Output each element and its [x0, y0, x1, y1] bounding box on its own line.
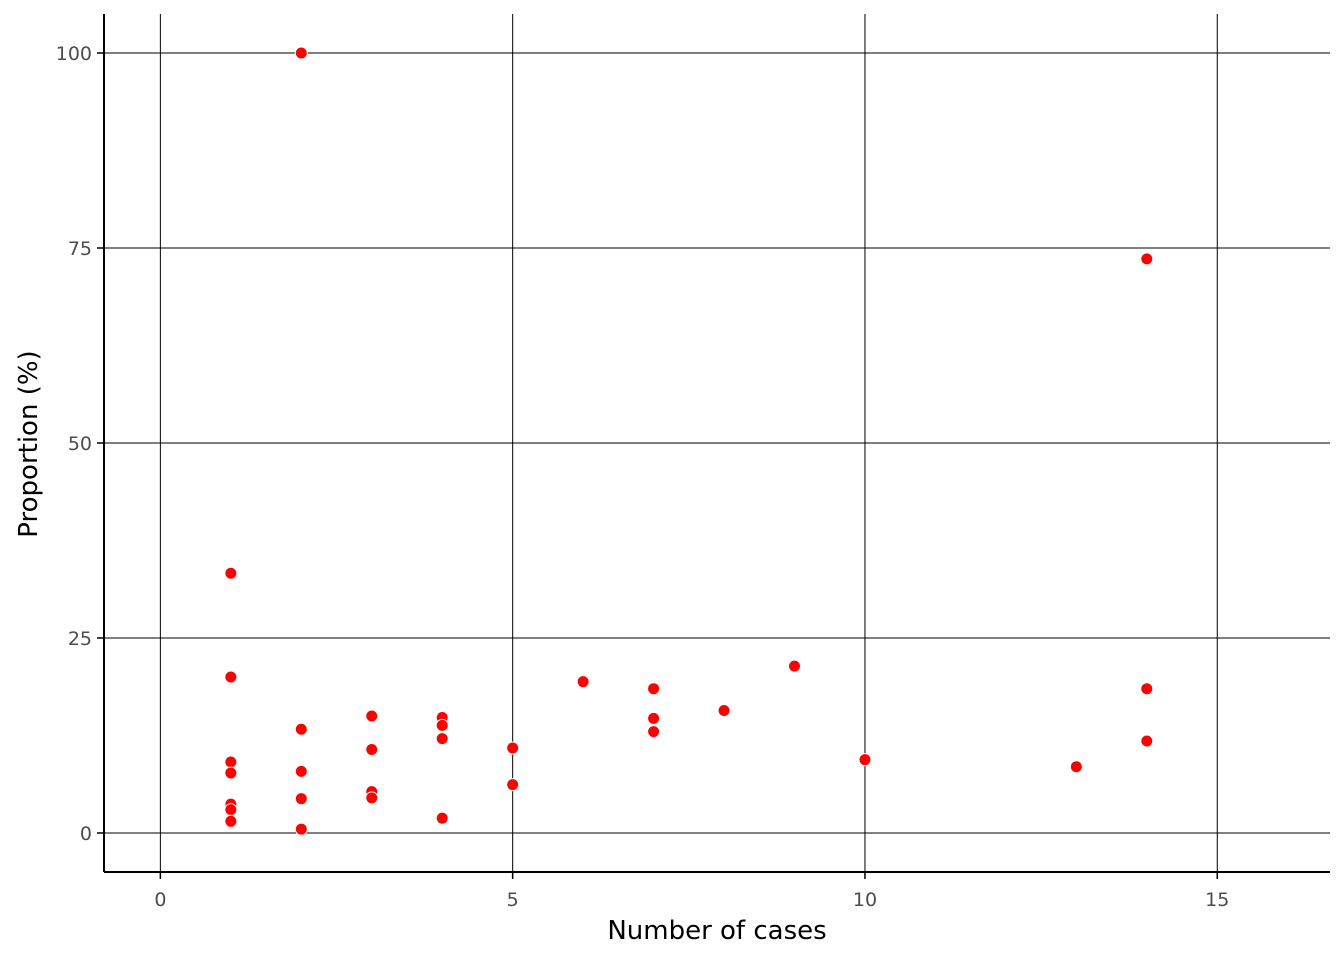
tick-marks	[97, 52, 1219, 879]
data-point	[647, 725, 661, 739]
y-tick-label: 100	[56, 43, 92, 65]
x-axis-title: Number of cases	[607, 916, 826, 946]
data-point	[1140, 682, 1154, 696]
x-tick-labels: 0 5 10 15	[154, 889, 1229, 911]
data-point	[647, 682, 661, 696]
y-tick-label: 0	[80, 823, 92, 845]
data-point	[435, 732, 449, 746]
data-point	[1069, 760, 1083, 774]
data-point	[294, 764, 308, 778]
data-point	[435, 811, 449, 825]
data-point	[294, 46, 308, 60]
x-tick-label: 0	[154, 889, 166, 911]
data-point	[224, 755, 238, 769]
data-point	[294, 722, 308, 736]
data-point	[365, 791, 379, 805]
data-point	[365, 743, 379, 757]
data-point	[506, 741, 520, 755]
data-point	[576, 675, 590, 689]
data-point	[1140, 252, 1154, 266]
y-tick-labels: 0 25 50 75 100	[56, 43, 92, 845]
data-point	[224, 670, 238, 684]
x-tick-label: 5	[507, 889, 519, 911]
data-point	[717, 704, 731, 718]
y-tick-label: 75	[68, 238, 92, 260]
x-tick-label: 15	[1205, 889, 1229, 911]
data-point	[506, 778, 520, 792]
y-tick-label: 25	[68, 628, 92, 650]
y-tick-label: 50	[68, 433, 92, 455]
data-point	[435, 718, 449, 732]
data-point	[224, 766, 238, 780]
data-point	[1140, 734, 1154, 748]
data-point	[788, 659, 802, 673]
data-point	[224, 566, 238, 580]
data-point	[224, 803, 238, 817]
data-point	[224, 814, 238, 828]
data-point	[294, 792, 308, 806]
data-points	[224, 46, 1154, 836]
y-axis-title: Proportion (%)	[14, 350, 44, 537]
data-point	[365, 709, 379, 723]
grid-lines	[104, 14, 1330, 872]
data-point	[647, 711, 661, 725]
data-point	[294, 822, 308, 836]
data-point	[858, 753, 872, 767]
x-tick-label: 10	[853, 889, 877, 911]
